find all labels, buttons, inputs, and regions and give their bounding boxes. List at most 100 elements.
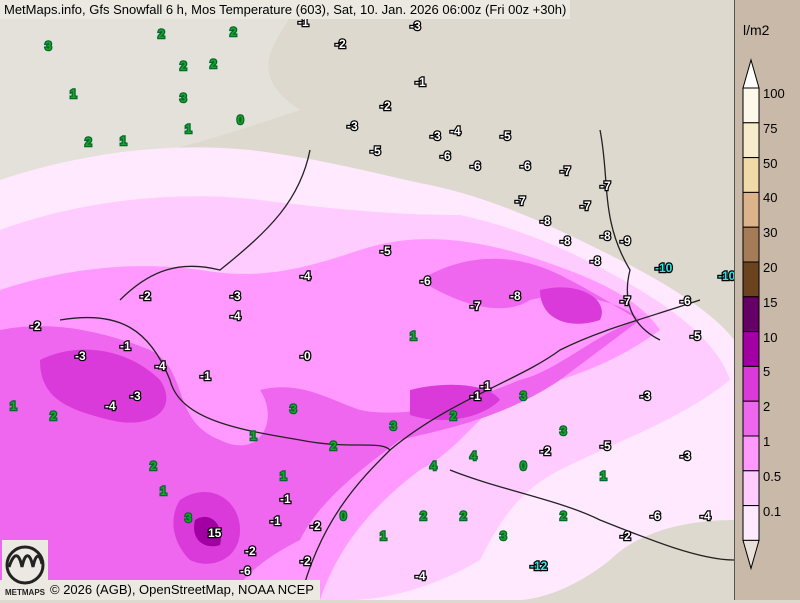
temperature-label: -5 bbox=[500, 129, 511, 143]
temperature-label: -5 bbox=[370, 144, 381, 158]
temperature-label: 2 bbox=[85, 135, 92, 149]
temperature-label: -10 bbox=[718, 269, 734, 283]
temperature-label: -2 bbox=[620, 529, 631, 543]
temperature-label: 3 bbox=[500, 529, 507, 543]
legend-swatch bbox=[742, 191, 760, 228]
legend-swatch bbox=[742, 261, 760, 298]
temperature-label: -7 bbox=[560, 164, 571, 178]
temperature-label: -4 bbox=[450, 124, 461, 138]
temperature-label: -12 bbox=[530, 559, 548, 573]
temperature-label: -5 bbox=[690, 329, 701, 343]
legend-label: 15 bbox=[763, 294, 778, 310]
temperature-label: -7 bbox=[620, 294, 631, 308]
temperature-label: 1 bbox=[160, 484, 167, 498]
temperature-label: -7 bbox=[470, 299, 481, 313]
temperature-label: 2 bbox=[420, 509, 427, 523]
temperature-label: 1 bbox=[250, 429, 257, 443]
legend-swatch bbox=[742, 400, 760, 437]
temperature-label: -1 bbox=[280, 492, 291, 506]
temperature-label: -2 bbox=[540, 444, 551, 458]
legend-swatch bbox=[742, 122, 760, 159]
temperature-label: 2 bbox=[460, 509, 467, 523]
temperature-label: -2 bbox=[140, 289, 151, 303]
temperature-label: -7 bbox=[580, 199, 591, 213]
temperature-label: 3 bbox=[390, 419, 397, 433]
legend-swatch bbox=[742, 296, 760, 333]
temperature-label: 2 bbox=[150, 459, 157, 473]
temperature-label: -9 bbox=[620, 234, 631, 248]
temperature-label: 4 bbox=[470, 449, 477, 463]
temperature-label: -1 bbox=[470, 389, 481, 403]
temperature-label: -3 bbox=[430, 129, 441, 143]
temperature-label: -8 bbox=[590, 254, 601, 268]
legend-unit: l/m2 bbox=[743, 22, 770, 38]
temperature-label: 1 bbox=[185, 122, 192, 136]
temperature-label: 2 bbox=[210, 57, 217, 71]
temperature-label: -2 bbox=[310, 519, 321, 533]
temperature-label: 1 bbox=[280, 469, 287, 483]
temperature-label: -5 bbox=[600, 439, 611, 453]
legend-swatch bbox=[742, 87, 760, 124]
snow-area-2 bbox=[0, 258, 640, 600]
temperature-label: -4 bbox=[230, 309, 241, 323]
temperature-label: 1 bbox=[70, 87, 77, 101]
temperature-label: 3 bbox=[45, 39, 52, 53]
temperature-label: -2 bbox=[30, 319, 41, 333]
temperature-label: 1 bbox=[410, 329, 417, 343]
legend-swatch bbox=[742, 505, 760, 541]
temperature-label: 1 bbox=[600, 469, 607, 483]
temperature-label: -1 bbox=[415, 75, 426, 89]
temperature-label: -8 bbox=[510, 289, 521, 303]
temperature-label: 3 bbox=[185, 511, 192, 525]
legend-swatch bbox=[742, 365, 760, 402]
temperature-label: 2 bbox=[158, 27, 165, 41]
legend-swatch bbox=[742, 435, 760, 472]
temperature-label: -4 bbox=[105, 399, 116, 413]
temperature-label: -2 bbox=[245, 544, 256, 558]
temperature-label: -6 bbox=[420, 274, 431, 288]
temperature-label: -8 bbox=[560, 234, 571, 248]
temperature-label: -3 bbox=[130, 389, 141, 403]
color-scale-bar bbox=[742, 58, 760, 571]
legend-swatch bbox=[742, 331, 760, 367]
temperature-label: -2 bbox=[300, 554, 311, 568]
legend-swatch bbox=[742, 226, 760, 263]
temperature-label: -4 bbox=[700, 509, 711, 523]
map-title: MetMaps.info, Gfs Snowfall 6 h, Mos Temp… bbox=[0, 0, 571, 19]
legend-label: 2 bbox=[763, 399, 771, 415]
temperature-label: 2 bbox=[560, 509, 567, 523]
legend-label: 0.5 bbox=[763, 468, 782, 484]
legend-label: 75 bbox=[763, 120, 778, 136]
temperature-label: 2 bbox=[230, 25, 237, 39]
temperature-label: 0 bbox=[520, 459, 527, 473]
temperature-label: -2 bbox=[380, 99, 391, 113]
temperature-label: -7 bbox=[515, 194, 526, 208]
legend-label: 50 bbox=[763, 155, 778, 171]
temperature-label: -4 bbox=[415, 569, 426, 583]
temperature-label: -6 bbox=[470, 159, 481, 173]
temperature-label: -6 bbox=[520, 159, 531, 173]
temperature-label: -8 bbox=[540, 214, 551, 228]
temperature-label: 15 bbox=[208, 526, 222, 540]
svg-text:METMAPS: METMAPS bbox=[5, 588, 46, 597]
legend-label: 30 bbox=[763, 225, 778, 241]
metmaps-logo: METMAPS bbox=[2, 540, 48, 598]
legend-label: 40 bbox=[763, 190, 778, 206]
temperature-label: -3 bbox=[640, 389, 651, 403]
temperature-label: 0 bbox=[340, 509, 347, 523]
temperature-label: 2 bbox=[50, 409, 57, 423]
map-credit: © 2026 (AGB), OpenStreetMap, NOAA NCEP bbox=[0, 580, 320, 600]
temperature-label: 0 bbox=[237, 113, 244, 127]
temperature-label: -8 bbox=[600, 229, 611, 243]
temperature-label: -3 bbox=[410, 19, 421, 33]
legend-label: 20 bbox=[763, 260, 778, 275]
temperature-label: 2 bbox=[450, 409, 457, 423]
legend-label: 1 bbox=[763, 434, 771, 449]
temperature-label: -4 bbox=[300, 269, 311, 283]
temperature-label: -4 bbox=[155, 359, 166, 373]
temperature-label: 1 bbox=[380, 529, 387, 543]
temperature-label: -1 bbox=[480, 379, 491, 393]
legend-label: 0.1 bbox=[763, 503, 782, 519]
